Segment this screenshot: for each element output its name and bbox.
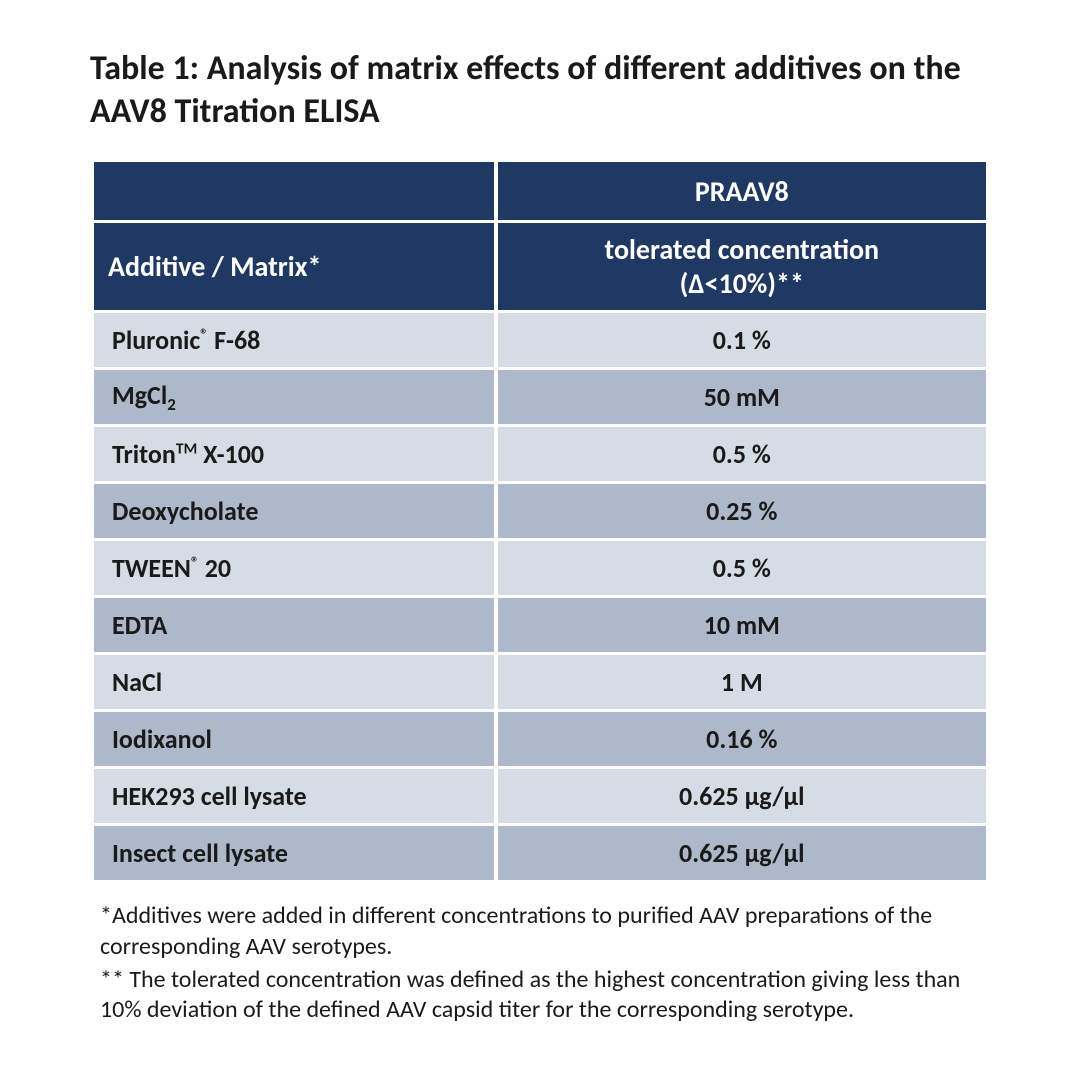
- matrix-effects-table: PRAAV8 Additive / Matrix* tolerated conc…: [90, 159, 990, 883]
- page-container: Table 1: Analysis of matrix effects of d…: [0, 0, 1080, 1026]
- value-cell: 10 mM: [498, 598, 986, 652]
- additive-post: X-100: [197, 438, 264, 470]
- value-cell: 0.625 µg/µl: [498, 826, 986, 880]
- additive-pre: Deoxycholate: [112, 495, 258, 527]
- table-row: MgCl250 mM: [94, 370, 986, 424]
- header-tolerated-l1: tolerated concentration: [605, 232, 880, 267]
- value-cell: 0.16 %: [498, 712, 986, 766]
- additive-cell: Iodixanol: [94, 712, 494, 766]
- additive-superscript: ®: [191, 554, 199, 573]
- additive-pre: TWEEN: [112, 552, 191, 584]
- value-cell: 1 M: [498, 655, 986, 709]
- table-title: Table 1: Analysis of matrix effects of d…: [90, 48, 990, 133]
- additive-cell: TritonTM X-100: [94, 427, 494, 481]
- additive-post: F-68: [208, 324, 260, 356]
- additive-pre: NaCl: [112, 666, 162, 698]
- value-cell: 50 mM: [498, 370, 986, 424]
- table-row: TWEEN® 200.5 %: [94, 541, 986, 595]
- table-row: Insect cell lysate 0.625 µg/µl: [94, 826, 986, 880]
- table-row: Pluronic® F-680.1 %: [94, 313, 986, 367]
- additive-cell: HEK293 cell lysate: [94, 769, 494, 823]
- additive-pre: HEK293 cell lysate: [112, 780, 307, 812]
- footnote-1: *Additives were added in different conce…: [100, 901, 980, 962]
- table-header-row-2: Additive / Matrix* tolerated concentrati…: [94, 223, 986, 310]
- table-body: Pluronic® F-680.1 %MgCl250 mMTritonTM X-…: [94, 313, 986, 880]
- additive-pre: Insect cell lysate: [112, 837, 288, 869]
- footnotes: *Additives were added in different conce…: [100, 901, 980, 1026]
- additive-cell: MgCl2: [94, 370, 494, 424]
- additive-cell: TWEEN® 20: [94, 541, 494, 595]
- header-blank-cell: [94, 162, 494, 220]
- table-header-row-1: PRAAV8: [94, 162, 986, 220]
- additive-pre: Triton: [112, 438, 176, 470]
- additive-cell: Deoxycholate: [94, 484, 494, 538]
- table-row: TritonTM X-1000.5 %: [94, 427, 986, 481]
- table-row: HEK293 cell lysate 0.625 µg/µl: [94, 769, 986, 823]
- header-praav8: PRAAV8: [498, 162, 986, 220]
- table-row: NaCl 1 M: [94, 655, 986, 709]
- table-row: Iodixanol 0.16 %: [94, 712, 986, 766]
- additive-superscript: TM: [176, 440, 197, 459]
- footnote-2: ** The tolerated concentration was defin…: [100, 965, 980, 1026]
- additive-pre: Iodixanol: [112, 723, 212, 755]
- additive-cell: EDTA: [94, 598, 494, 652]
- additive-pre: MgCl: [112, 379, 167, 411]
- additive-cell: Insect cell lysate: [94, 826, 494, 880]
- additive-pre: EDTA: [112, 609, 167, 641]
- value-cell: 0.625 µg/µl: [498, 769, 986, 823]
- table-row: Deoxycholate 0.25 %: [94, 484, 986, 538]
- value-cell: 0.5 %: [498, 427, 986, 481]
- value-cell: 0.25 %: [498, 484, 986, 538]
- value-cell: 0.5 %: [498, 541, 986, 595]
- table-row: EDTA 10 mM: [94, 598, 986, 652]
- additive-cell: NaCl: [94, 655, 494, 709]
- header-tolerated-concentration: tolerated concentration (Δ<10%)**: [498, 223, 986, 310]
- table-header: PRAAV8 Additive / Matrix* tolerated conc…: [94, 162, 986, 310]
- additive-pre: Pluronic: [112, 324, 200, 356]
- additive-subscript: 2: [167, 394, 176, 415]
- additive-post: 20: [199, 552, 231, 584]
- header-additive-matrix: Additive / Matrix*: [94, 223, 494, 310]
- header-tolerated-l2: (Δ<10%)**: [680, 266, 804, 301]
- additive-cell: Pluronic® F-68: [94, 313, 494, 367]
- value-cell: 0.1 %: [498, 313, 986, 367]
